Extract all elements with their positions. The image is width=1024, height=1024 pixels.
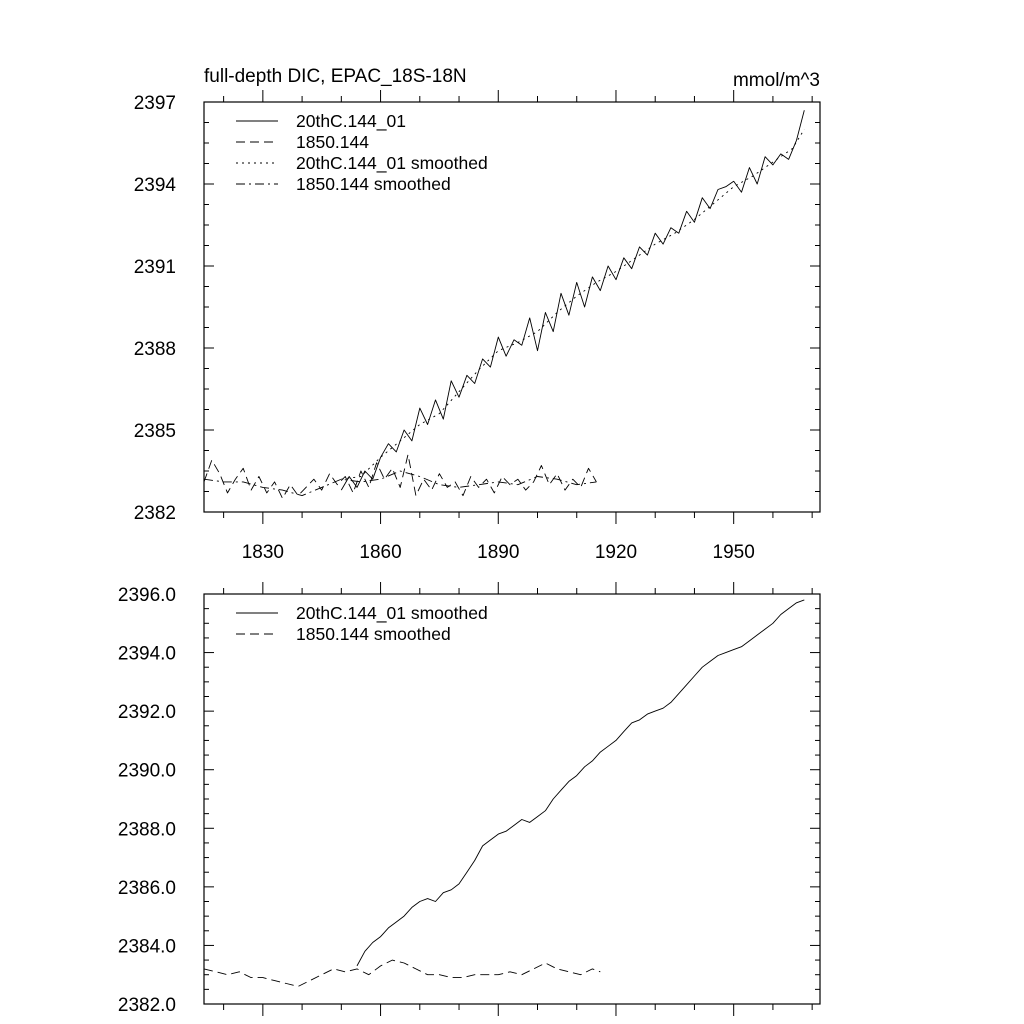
legend-label: 20thC.144_01 smoothed bbox=[296, 603, 488, 624]
legend-label: 1850.144 smoothed bbox=[296, 174, 451, 194]
legend-label: 20thC.144_01 smoothed bbox=[296, 153, 488, 174]
top-panel-units: mmol/m^3 bbox=[733, 70, 820, 91]
series-line-3 bbox=[203, 470, 597, 497]
y-tick-label: 2382 bbox=[134, 503, 176, 524]
bottom-panel-ticks: 2382.0 2384.0 2386.0 2388.0 2390.0 2392.0 2394… bbox=[118, 582, 820, 1016]
y-tick-label: 2386.0 bbox=[118, 878, 176, 899]
y-tick-label: 2394.0 bbox=[118, 644, 176, 665]
y-tick-label: 2391 bbox=[134, 257, 176, 278]
top-panel-frame bbox=[203, 101, 821, 513]
legend-label: 1850.144 smoothed bbox=[296, 624, 451, 644]
bottom-panel: 2382.0 2384.0 2386.0 2388.0 2390.0 2392.0 2394… bbox=[118, 582, 821, 1016]
series-line-1 bbox=[203, 454, 597, 499]
bottom-panel-series bbox=[203, 599, 805, 987]
series-line-0 bbox=[340, 110, 805, 491]
x-tick-label: 1890 bbox=[477, 542, 519, 563]
y-tick-label: 2382.0 bbox=[118, 995, 176, 1016]
y-tick-label: 2388.0 bbox=[118, 819, 176, 840]
series-line-0 bbox=[356, 599, 805, 967]
x-tick-label: 1920 bbox=[595, 542, 637, 563]
top-panel-series bbox=[203, 110, 805, 499]
y-tick-label: 2390.0 bbox=[118, 761, 176, 782]
x-tick-label: 1860 bbox=[359, 542, 401, 563]
legend-label: 1850.144 bbox=[296, 132, 369, 152]
y-tick-label: 2388 bbox=[134, 339, 176, 360]
y-tick-label: 2384.0 bbox=[118, 936, 176, 957]
top-panel-title: full-depth DIC, EPAC_18S-18N bbox=[204, 66, 467, 87]
legend-label: 20thC.144_01 bbox=[296, 111, 406, 132]
bottom-panel-frame bbox=[203, 593, 821, 1005]
top-panel-ticks: 2382 2385 2388 2391 2394 2397 1830 1860 1890 1920… bbox=[134, 90, 820, 563]
top-panel: full-depth DIC, EPAC_18S-18N mmol/m^3 23… bbox=[134, 66, 821, 563]
y-tick-label: 2392.0 bbox=[118, 702, 176, 723]
y-tick-label: 2394 bbox=[134, 175, 177, 196]
x-tick-label: 1830 bbox=[242, 542, 284, 563]
y-tick-label: 2396.0 bbox=[118, 585, 176, 606]
series-line-1 bbox=[203, 959, 601, 987]
y-tick-label: 2397 bbox=[134, 93, 176, 114]
x-tick-label: 1950 bbox=[713, 542, 755, 563]
y-tick-label: 2385 bbox=[134, 421, 176, 442]
